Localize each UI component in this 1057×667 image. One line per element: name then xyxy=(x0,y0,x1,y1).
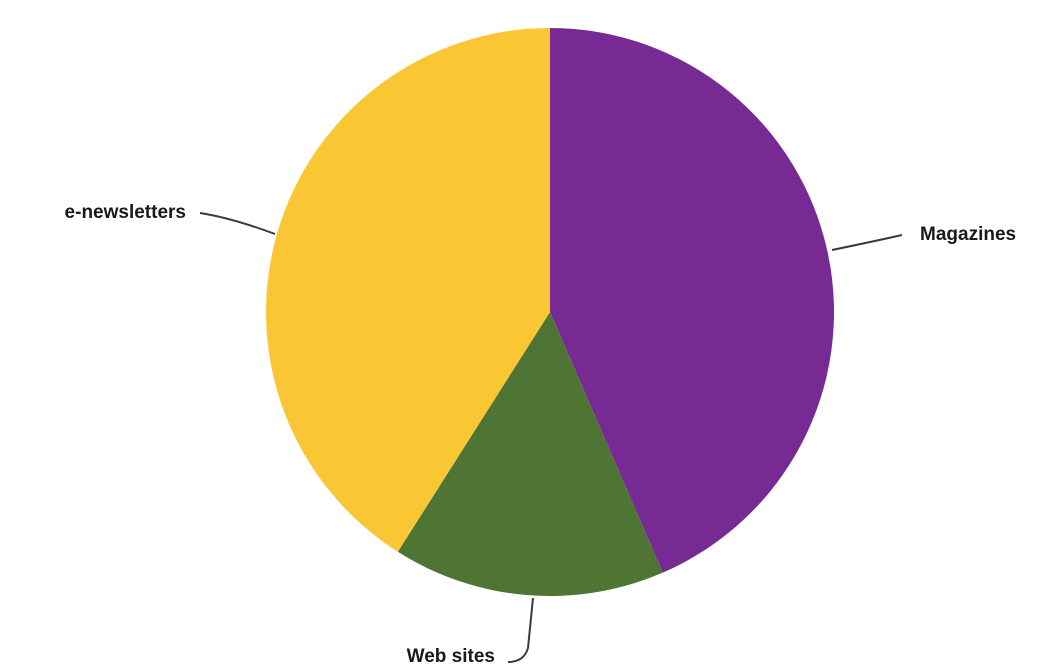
pie-slice-e-newsletters xyxy=(266,28,550,552)
slice-label-magazines: Magazines xyxy=(920,224,1016,245)
slice-label-e-newsletters: e-newsletters xyxy=(65,202,186,223)
slice-label-web-sites: Web sites xyxy=(407,646,495,667)
pie-slice-magazines xyxy=(550,28,834,573)
leader-line-e-newsletters xyxy=(199,212,276,235)
leader-line-magazines xyxy=(831,234,903,251)
leader-line-web-sites xyxy=(507,597,534,663)
pie-slice-web-sites xyxy=(397,312,663,596)
